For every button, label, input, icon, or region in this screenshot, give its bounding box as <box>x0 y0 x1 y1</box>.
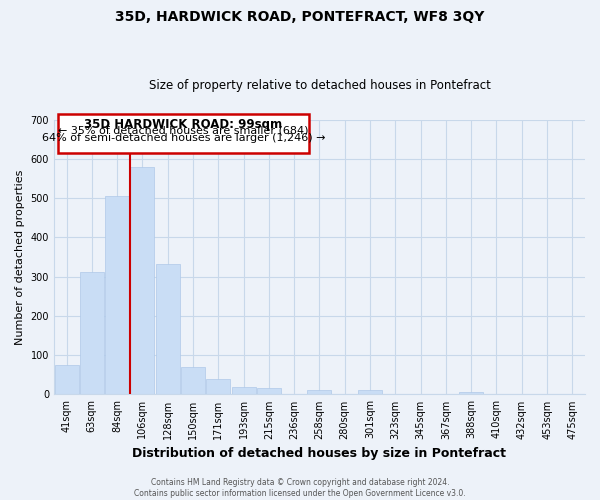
Text: ← 35% of detached houses are smaller (684): ← 35% of detached houses are smaller (68… <box>58 126 309 136</box>
Bar <box>130 168 154 394</box>
Bar <box>80 272 104 394</box>
Bar <box>206 379 230 394</box>
Title: Size of property relative to detached houses in Pontefract: Size of property relative to detached ho… <box>149 79 490 92</box>
Bar <box>55 365 79 394</box>
Text: Contains HM Land Registry data © Crown copyright and database right 2024.
Contai: Contains HM Land Registry data © Crown c… <box>134 478 466 498</box>
Bar <box>307 390 331 394</box>
Bar <box>105 196 129 394</box>
Y-axis label: Number of detached properties: Number of detached properties <box>15 170 25 344</box>
Text: 35D HARDWICK ROAD: 99sqm: 35D HARDWICK ROAD: 99sqm <box>85 118 283 132</box>
Bar <box>156 264 180 394</box>
Text: 35D, HARDWICK ROAD, PONTEFRACT, WF8 3QY: 35D, HARDWICK ROAD, PONTEFRACT, WF8 3QY <box>115 10 485 24</box>
Text: 64% of semi-detached houses are larger (1,246) →: 64% of semi-detached houses are larger (… <box>42 132 325 142</box>
Bar <box>58 114 310 153</box>
Bar <box>232 387 256 394</box>
Bar <box>459 392 483 394</box>
Bar <box>181 367 205 394</box>
X-axis label: Distribution of detached houses by size in Pontefract: Distribution of detached houses by size … <box>133 447 506 460</box>
Bar <box>257 388 281 394</box>
Bar <box>358 390 382 394</box>
